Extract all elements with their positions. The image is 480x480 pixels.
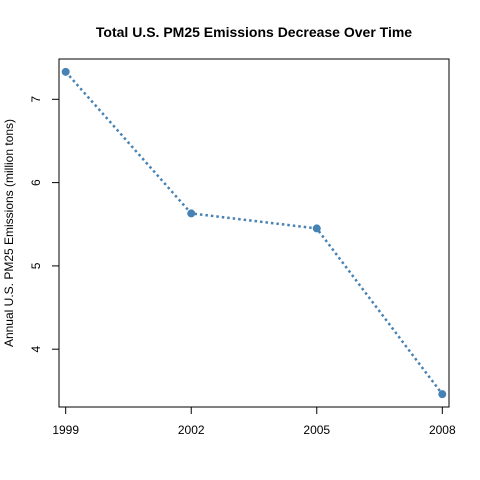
series-line [64,71,444,395]
y-tick-label: 5 [29,262,43,269]
series-layer [61,67,447,399]
data-point [438,390,447,399]
data-point [61,67,70,76]
data-point [312,224,321,233]
x-axis: 1999 2002 2005 2008 [52,406,456,437]
chart-title: Total U.S. PM25 Emissions Decrease Over … [96,24,412,40]
x-tick-label: 1999 [52,423,79,437]
plot-frame [58,58,450,408]
x-tick-label: 2005 [303,423,330,437]
y-tick-label: 4 [29,346,43,353]
x-tick-label: 2008 [429,423,456,437]
y-tick-label: 6 [29,179,43,186]
x-tick-label: 2002 [178,423,205,437]
data-point [187,209,196,218]
y-axis: 4 5 6 7 [29,96,60,353]
y-axis-label: Annual U.S. PM25 Emissions (million tons… [2,119,16,347]
y-tick-label: 7 [29,96,43,103]
